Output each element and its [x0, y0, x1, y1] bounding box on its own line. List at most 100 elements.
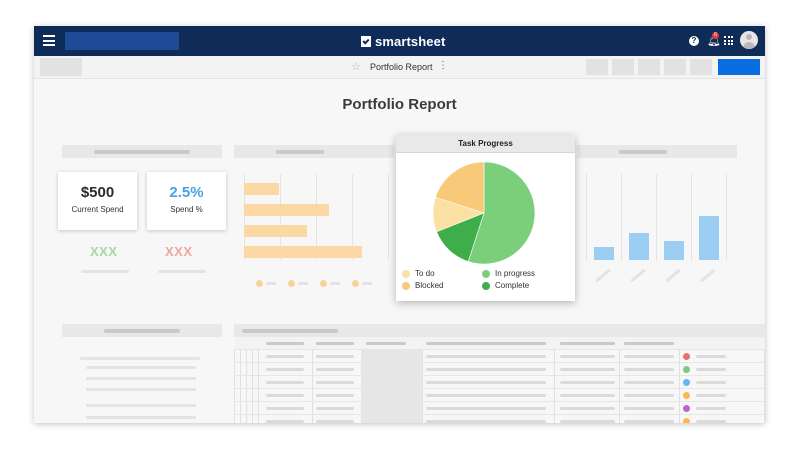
widget-header-column-chart: [577, 145, 737, 158]
grid-line: [280, 174, 281, 260]
table-column-divider: [422, 337, 423, 423]
table-row[interactable]: [234, 415, 765, 423]
table-column-divider: [764, 337, 765, 423]
x-tick-label: [630, 268, 646, 283]
kpi-label: Spend %: [170, 205, 203, 214]
app-window: smartsheet ? 🔔︎ 6 ☆ Portfolio Report ⋮ P…: [34, 26, 765, 423]
legend-label: In progress: [495, 269, 536, 278]
legend-swatch: [482, 269, 490, 278]
legend-swatch: [402, 269, 410, 278]
kpi-status-text: XXX: [165, 244, 193, 259]
kpi-status-text: XXX: [90, 244, 118, 259]
placeholder-line: [158, 270, 206, 273]
table-column-divider: [258, 337, 259, 423]
widget-header-bar-chart: [234, 145, 394, 158]
notification-badge: 6: [712, 32, 719, 39]
toolbar-button-1[interactable]: [586, 59, 608, 75]
column-chart-bar: [594, 247, 614, 260]
table-row[interactable]: [234, 402, 765, 415]
report-title: Portfolio Report: [342, 96, 457, 113]
menu-icon[interactable]: [43, 35, 55, 46]
legend-label: To do: [415, 269, 435, 278]
grid-line: [621, 174, 622, 260]
sheet-toolbar: ☆ Portfolio Report ⋮: [34, 56, 765, 79]
kpi-value: 2.5%: [169, 184, 204, 201]
toolbar-button-5[interactable]: [690, 59, 712, 75]
legend-dot: [352, 280, 359, 287]
apps-grid-icon[interactable]: [724, 36, 733, 45]
grid-line: [656, 174, 657, 260]
legend-dot: [256, 280, 263, 287]
assignee-avatar[interactable]: [683, 405, 690, 412]
table-row[interactable]: [234, 376, 765, 389]
widget-title: Task Progress: [396, 135, 575, 153]
table-column-divider: [234, 337, 235, 423]
kpi-card-current-spend[interactable]: $500 Current Spend: [58, 172, 137, 230]
legend-dash: [362, 282, 372, 285]
task-progress-pie-chart: [432, 161, 536, 265]
table-column-divider: [252, 337, 253, 423]
legend-dot: [288, 280, 295, 287]
legend-label: Complete: [495, 281, 530, 290]
column-chart-bar: [629, 233, 649, 260]
grid-line: [352, 174, 353, 260]
workspace-title-placeholder[interactable]: [65, 32, 179, 50]
table-row[interactable]: [234, 350, 765, 363]
user-avatar[interactable]: [740, 31, 758, 49]
legend-item-to-do: To do: [402, 269, 435, 278]
legend-swatch: [402, 281, 410, 290]
table-row[interactable]: [234, 363, 765, 376]
column-chart-bar: [664, 241, 684, 260]
toolbar-button-2[interactable]: [612, 59, 634, 75]
legend-item-complete: Complete: [482, 281, 529, 290]
background-column-chart: [586, 174, 736, 304]
smartsheet-logo[interactable]: smartsheet: [361, 33, 445, 49]
legend-label: Blocked: [415, 281, 444, 290]
assignee-avatar[interactable]: [683, 353, 690, 360]
pie-slice-blocked[interactable]: [435, 161, 485, 214]
assignee-avatar[interactable]: [683, 418, 690, 423]
grid-line: [586, 174, 587, 260]
table-row[interactable]: [234, 389, 765, 402]
help-icon[interactable]: ?: [689, 36, 699, 46]
table-highlight-column: [361, 337, 422, 423]
x-tick-label: [595, 268, 611, 283]
assignee-avatar[interactable]: [683, 366, 690, 373]
bar-chart-bar: [244, 183, 279, 195]
assignee-avatar[interactable]: [683, 379, 690, 386]
kpi-card-spend-percent[interactable]: 2.5% Spend %: [147, 172, 226, 230]
more-options-icon[interactable]: ⋮: [438, 60, 448, 71]
pie-slice-in-progress[interactable]: [467, 161, 536, 265]
toolbar-left-placeholder[interactable]: [40, 58, 82, 76]
x-tick-label: [700, 268, 716, 283]
sheet-name: Portfolio Report: [370, 62, 433, 72]
placeholder-line: [81, 270, 129, 273]
table-column-divider: [619, 337, 620, 423]
widget-header: [62, 324, 222, 337]
table-column-header-row: [234, 337, 765, 350]
toolbar-button-4[interactable]: [664, 59, 686, 75]
legend-item-in-progress: In progress: [482, 269, 535, 278]
task-progress-widget[interactable]: Task Progress To do In progress Blocked …: [396, 135, 575, 301]
grid-line: [244, 174, 245, 260]
legend-dash: [266, 282, 276, 285]
kpi-value: $500: [80, 184, 115, 201]
table-column-divider: [240, 337, 241, 423]
grid-line: [726, 174, 727, 260]
grid-line: [316, 174, 317, 260]
widget-bottom-left: [62, 324, 222, 423]
table-column-divider: [554, 337, 555, 423]
table-header: [234, 324, 765, 337]
bar-chart-bar: [244, 204, 329, 216]
favorite-star-icon[interactable]: ☆: [351, 61, 361, 73]
table-column-divider: [312, 337, 313, 423]
background-bar-chart: [244, 174, 392, 290]
bar-chart-bar: [244, 225, 307, 237]
share-button[interactable]: [718, 59, 760, 75]
bar-chart-bar: [244, 246, 362, 258]
legend-item-blocked: Blocked: [402, 281, 443, 290]
legend-dash: [298, 282, 308, 285]
toolbar-button-3[interactable]: [638, 59, 660, 75]
report-grid-table[interactable]: [234, 324, 765, 423]
assignee-avatar[interactable]: [683, 392, 690, 399]
